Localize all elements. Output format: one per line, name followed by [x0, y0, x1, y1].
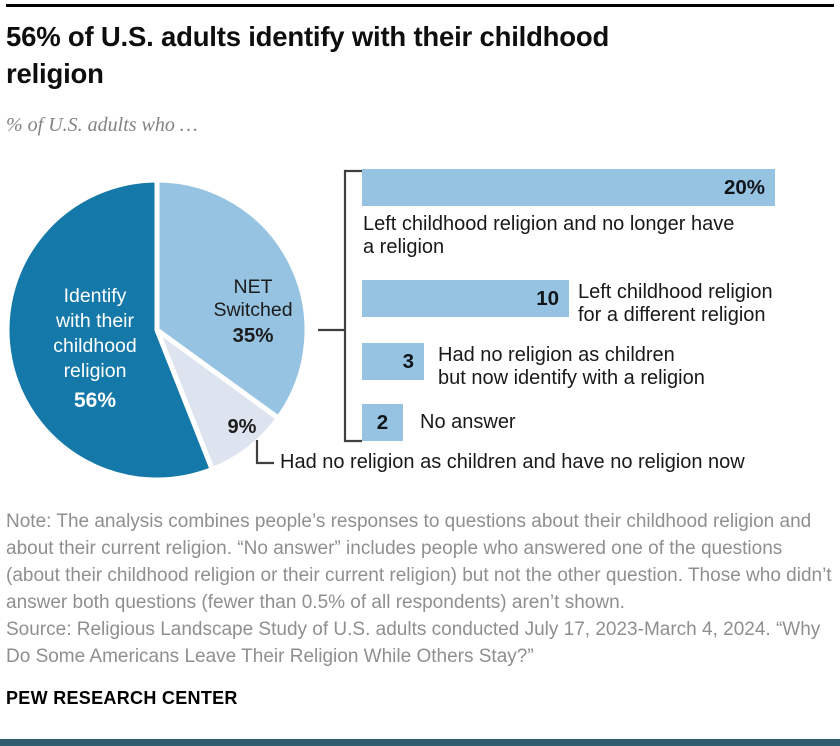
bar-value-label: 10 — [536, 286, 559, 310]
bar-caption-line: Had no religion as children — [438, 344, 675, 366]
bar-chart: 20% Left childhood religion and no longe… — [362, 169, 840, 454]
pie-value-identify: 56% — [73, 389, 117, 412]
page-title-line-2: religion — [6, 58, 104, 89]
bar-caption-line: a religion — [363, 235, 445, 258]
callout-elbow-line — [255, 440, 274, 465]
pie-label-net-line: Switched — [213, 299, 293, 321]
pie-label-identify-line: Identify — [63, 285, 127, 307]
bar-caption: No answer — [420, 411, 516, 434]
pie-value-net: 35% — [232, 324, 274, 347]
bar-caption-line: for a different religion — [578, 303, 766, 326]
bar-rect: 3 — [362, 343, 424, 380]
source-text: Source: Religious Landscape Study of U.S… — [6, 619, 821, 667]
pie-label-net-line: NET — [233, 276, 273, 298]
bar-caption-line: Left childhood religion — [578, 281, 773, 303]
pie-slice — [5, 177, 215, 483]
page-title-line-1: 56% of U.S. adults identify with their c… — [6, 21, 610, 52]
bottom-rule — [0, 739, 840, 746]
bracket-line — [318, 169, 362, 443]
chart-subtitle: % of U.S. adults who … — [6, 114, 198, 136]
bar-caption-line: Left childhood religion and no longer ha… — [363, 213, 735, 235]
bar-value-label: 20% — [723, 175, 765, 199]
bar-caption-line: No answer — [420, 411, 516, 433]
callout-elbow — [255, 440, 274, 465]
pie-label-identify-line: religion — [63, 360, 127, 382]
top-rule — [6, 4, 834, 7]
bar-caption: Left childhood religion for a different … — [578, 281, 773, 326]
bar-rect: 20% — [362, 169, 775, 206]
bar-rect: 10 — [362, 280, 569, 317]
bar-caption-line: but now identify with a religion — [438, 366, 705, 389]
pie-value-nine: 9% — [227, 416, 257, 438]
footnote-block: Note: The analysis combines people’s res… — [6, 508, 838, 670]
bar-value-label: 2 — [376, 410, 389, 434]
bar-caption: Left childhood religion and no longer ha… — [363, 213, 734, 258]
bar-rect: 2 — [362, 404, 403, 441]
pie-chart — [5, 177, 310, 483]
pie-label-identify-line: childhood — [53, 335, 137, 357]
pie-callout-text: Had no religion as children and have no … — [280, 451, 745, 473]
bracket-connector — [318, 169, 362, 443]
bar-value-label: 3 — [402, 349, 414, 373]
pie-label-net-switched: NET Switched 35% — [198, 276, 308, 347]
pew-research-center-brand: PEW RESEARCH CENTER — [6, 688, 238, 708]
pie-slice — [154, 177, 310, 421]
pie-label-identify-line: with their — [55, 310, 135, 332]
bar-caption: Had no religion as children but now iden… — [438, 344, 705, 389]
page-title: 56% of U.S. adults identify with their c… — [6, 18, 776, 92]
note-text: Note: The analysis combines people’s res… — [6, 511, 832, 613]
pie-label-identify: Identify with their childhood religion 5… — [26, 284, 164, 413]
